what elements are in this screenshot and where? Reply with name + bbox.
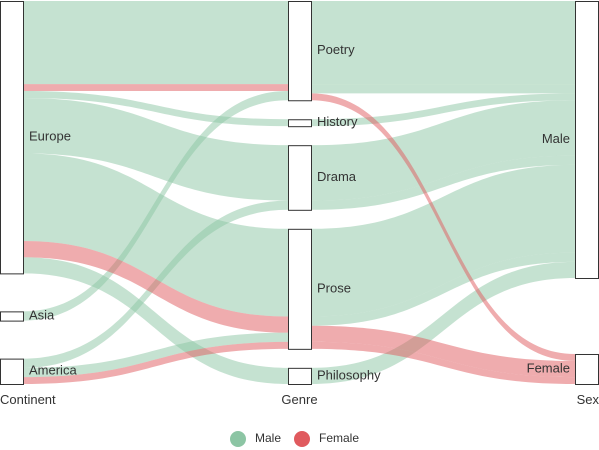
node-label-male: Male — [542, 131, 570, 146]
link-male-europe-drama-to-genre — [23, 97, 288, 201]
link-female-europe-prose-to-sex — [311, 325, 575, 378]
node-label-poetry: Poetry — [317, 42, 355, 57]
link-male-europe-history-to-sex — [311, 93, 575, 127]
node-label-philosophy: Philosophy — [317, 367, 381, 382]
node-female[interactable] — [575, 353, 599, 386]
node-drama[interactable] — [288, 145, 312, 211]
node-label-female: Female — [527, 360, 570, 375]
node-label-europe: Europe — [29, 129, 71, 144]
sankey-nodes: Europe Asia America Poetry History Drama Prose… — [0, 1, 599, 386]
link-male-america-prose-to-genre — [23, 332, 288, 378]
node-male[interactable] — [575, 1, 599, 279]
column-titles: Continent Genre Sex — [0, 392, 599, 407]
legend-swatch-male[interactable] — [230, 431, 246, 447]
node-history[interactable] — [288, 119, 312, 128]
legend: Male Female — [230, 431, 359, 447]
link-male-europe-prose-to-genre — [23, 153, 288, 317]
link-female-america-prose-to-sex — [311, 341, 575, 384]
link-male-asia-poetry-to-genre — [23, 91, 288, 321]
link-female-europe-poetry-to-sex — [311, 93, 575, 361]
link-female-europe-prose-to-genre — [23, 241, 288, 333]
legend-swatch-female[interactable] — [294, 431, 310, 447]
link-female-europe-poetry-to-genre — [23, 84, 288, 92]
legend-label-female: Female — [319, 431, 359, 445]
node-philosophy[interactable] — [288, 367, 312, 385]
legend-label-male: Male — [255, 431, 281, 445]
node-label-drama: Drama — [317, 169, 357, 184]
node-europe[interactable] — [0, 1, 24, 275]
link-male-asia-poetry-to-sex — [311, 84, 575, 94]
link-female-america-prose-to-genre — [23, 341, 288, 384]
node-label-prose: Prose — [317, 280, 351, 295]
column-title-sex: Sex — [577, 392, 599, 407]
link-male-europe-philosophy-to-sex — [311, 261, 575, 384]
link-male-europe-drama-to-sex — [311, 100, 575, 201]
link-male-america-prose-to-sex — [311, 252, 575, 326]
link-male-america-drama-to-sex — [311, 155, 575, 210]
column-title-continent: Continent — [0, 392, 56, 407]
node-america[interactable] — [0, 358, 24, 385]
link-male-europe-prose-to-sex — [311, 164, 575, 317]
link-male-europe-poetry-to-genre — [23, 1, 288, 85]
node-asia[interactable] — [0, 311, 24, 322]
sankey-links — [23, 1, 575, 384]
column-title-genre: Genre — [281, 392, 317, 407]
node-poetry[interactable] — [288, 1, 312, 102]
link-male-europe-philosophy-to-genre — [23, 257, 288, 384]
node-label-history: History — [317, 114, 358, 129]
node-label-asia: Asia — [29, 307, 55, 322]
node-label-america: America — [29, 363, 77, 378]
link-male-europe-poetry-to-sex — [311, 1, 575, 85]
node-prose[interactable] — [288, 228, 312, 350]
